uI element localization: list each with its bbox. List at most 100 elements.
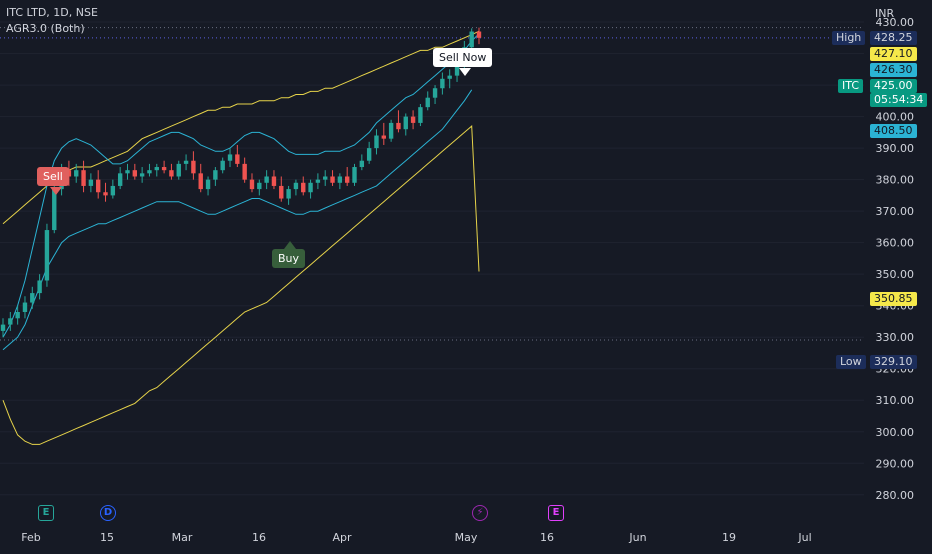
candle-body-52 xyxy=(381,135,386,139)
y-tick-9: 370.00 xyxy=(876,205,915,218)
x-tick-2: Mar xyxy=(172,531,193,544)
candle-body-9 xyxy=(66,170,72,177)
candle-body-55 xyxy=(403,116,408,130)
dividend-event-icon[interactable]: D xyxy=(100,505,116,521)
sell-now-pointer-icon xyxy=(459,68,471,76)
candle-body-41 xyxy=(301,182,306,193)
candle-body-28 xyxy=(205,179,211,190)
indicator-label[interactable]: AGR3.0 (Both) xyxy=(6,22,85,35)
candle-body-30 xyxy=(220,160,225,171)
candle-body-33 xyxy=(242,163,247,180)
high-label: High xyxy=(832,31,866,45)
y-tick-11: 390.00 xyxy=(876,142,915,155)
candle-body-29 xyxy=(213,170,218,180)
y-tick-3: 310.00 xyxy=(876,394,915,407)
candle-body-42 xyxy=(308,182,313,193)
y-tick-7: 350.00 xyxy=(876,268,915,281)
series-channel-bottom xyxy=(2,89,473,351)
series-channel-top xyxy=(2,33,480,338)
candle-body-65 xyxy=(476,31,482,38)
channel-bottom-tag: 408.50 xyxy=(870,124,917,138)
candle-body-15 xyxy=(110,185,116,196)
buy-signal[interactable]: Buy xyxy=(272,249,306,268)
candle-body-5 xyxy=(37,280,42,294)
y-tick-5: 330.00 xyxy=(876,331,915,344)
candle-body-54 xyxy=(396,122,401,130)
candle-body-11 xyxy=(81,170,86,186)
x-tick-6: May xyxy=(455,531,478,544)
candle-body-43 xyxy=(315,179,321,183)
candle-body-4 xyxy=(30,293,35,303)
y-tick-15: 430.00 xyxy=(876,16,915,29)
candle-body-27 xyxy=(198,173,203,190)
candle-body-59 xyxy=(432,88,438,98)
sell-pointer-icon xyxy=(50,187,62,195)
candle-body-35 xyxy=(257,182,262,190)
y-tick-12: 400.00 xyxy=(876,111,915,124)
candle-body-47 xyxy=(344,176,350,183)
candle-body-46 xyxy=(337,176,343,183)
sell-now-signal[interactable]: Sell Now xyxy=(433,48,493,67)
candle-body-18 xyxy=(132,170,138,177)
candle-body-58 xyxy=(425,97,430,108)
candle-body-34 xyxy=(249,179,255,190)
symbol-title[interactable]: ITC LTD, 1D, NSE xyxy=(6,6,98,19)
countdown-tag: 05:54:34 xyxy=(870,93,928,107)
candle-body-16 xyxy=(117,173,123,186)
x-tick-4: Apr xyxy=(332,531,352,544)
symbol-tag: ITC xyxy=(838,79,863,93)
candle-body-10 xyxy=(74,170,79,177)
candle-body-45 xyxy=(330,176,335,183)
currency-label[interactable]: INR xyxy=(875,7,895,20)
low-label: Low xyxy=(836,355,866,369)
earnings-event-icon-2[interactable]: E xyxy=(548,505,564,521)
candle-body-24 xyxy=(176,163,181,177)
low-value-tag: 329.10 xyxy=(870,355,917,369)
candle-body-44 xyxy=(323,176,328,180)
candle-body-2 xyxy=(15,312,20,319)
candle-body-21 xyxy=(154,167,159,171)
candle-body-62 xyxy=(454,66,460,76)
series-lower xyxy=(2,125,480,445)
lower-band-tag: 350.85 xyxy=(870,292,917,306)
candle-body-22 xyxy=(161,167,167,171)
candle-body-3 xyxy=(22,302,28,312)
candle-body-64 xyxy=(469,31,474,48)
y-tick-10: 380.00 xyxy=(876,174,915,187)
candle-body-14 xyxy=(103,192,108,196)
last-price-tag: 425.00 xyxy=(870,79,917,93)
split-event-icon[interactable]: ⚡ xyxy=(472,505,488,521)
series-upper xyxy=(2,30,480,225)
candle-body-1 xyxy=(8,318,13,325)
candle-body-36 xyxy=(264,176,269,183)
x-tick-7: Jun xyxy=(628,531,646,544)
upper-band-tag: 427.10 xyxy=(870,47,917,61)
sell-signal[interactable]: Sell xyxy=(37,167,69,186)
y-tick-1: 290.00 xyxy=(876,457,915,470)
candle-body-31 xyxy=(227,154,233,161)
candle-body-32 xyxy=(235,154,240,164)
high-value-tag: 428.25 xyxy=(870,31,917,45)
candle-body-0 xyxy=(0,324,6,331)
candle-body-56 xyxy=(410,116,416,123)
y-tick-0: 280.00 xyxy=(876,489,915,502)
candle-body-61 xyxy=(447,75,452,79)
candle-body-49 xyxy=(359,160,365,168)
candle-body-17 xyxy=(125,170,130,174)
candle-body-57 xyxy=(418,107,423,123)
candle-body-6 xyxy=(44,230,50,281)
candle-body-50 xyxy=(366,148,372,161)
candle-body-39 xyxy=(286,189,291,199)
candle-body-26 xyxy=(191,160,196,174)
candle-body-13 xyxy=(96,179,101,193)
earnings-event-icon[interactable]: E xyxy=(38,505,54,521)
x-tick-5: 16 xyxy=(540,531,554,544)
channel-top-tag: 426.30 xyxy=(870,63,917,77)
candle-body-53 xyxy=(388,122,394,139)
candle-body-20 xyxy=(147,170,152,174)
y-tick-8: 360.00 xyxy=(876,237,915,250)
x-tick-1: 15 xyxy=(100,531,114,544)
y-tick-2: 300.00 xyxy=(876,426,915,439)
